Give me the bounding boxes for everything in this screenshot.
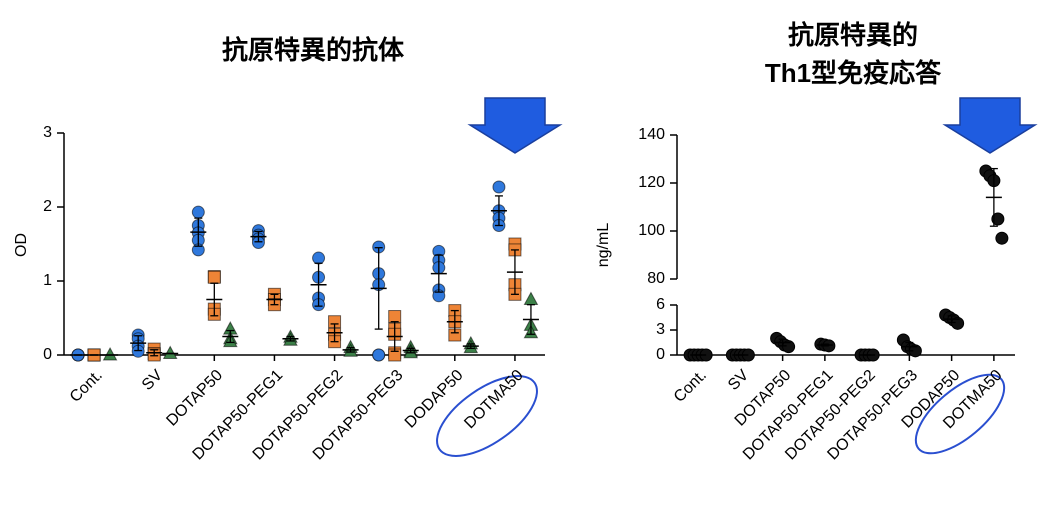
chart-title: 抗原特異的 (788, 20, 918, 50)
y-tick-label: 0 (43, 346, 52, 363)
y-tick-label: 140 (638, 126, 665, 143)
x-tick-label: Cont. (67, 367, 106, 406)
y-tick-label: 6 (656, 296, 665, 313)
x-tick-label: SV (725, 367, 752, 394)
x-tick-label: SV (139, 367, 166, 394)
y-axis-label: ng/mL (595, 223, 612, 268)
data-point (388, 310, 402, 324)
chart-title: Th1型免疫応答 (765, 58, 942, 88)
data-point (782, 340, 796, 354)
data-point (207, 270, 221, 284)
data-point (102, 346, 118, 361)
y-tick-label: 100 (638, 222, 665, 239)
data-point (951, 316, 965, 330)
y-tick-label: 120 (638, 174, 665, 191)
y-tick-label: 3 (656, 321, 665, 338)
highlight-ellipse (436, 375, 538, 457)
x-tick-label: DODAP50 (402, 367, 467, 432)
y-tick-label: 1 (43, 272, 52, 289)
y-tick-label: 80 (647, 270, 665, 287)
x-tick-label: Cont. (671, 367, 710, 406)
highlight-ellipse (914, 373, 1006, 455)
highlight-arrow (467, 97, 563, 154)
x-tick-label: DOTMA50 (461, 367, 527, 433)
data-point (162, 345, 178, 360)
x-tick-label: DOTAP50 (163, 367, 226, 430)
chart-title: 抗原特異的抗体 (222, 35, 405, 65)
data-point (523, 291, 539, 305)
highlight-arrow (942, 97, 1038, 154)
y-tick-label: 0 (656, 346, 665, 363)
data-point (991, 212, 1005, 226)
data-point (995, 231, 1009, 245)
data-point (191, 205, 205, 219)
y-tick-label: 2 (43, 198, 52, 215)
data-point (492, 180, 506, 194)
data-point (372, 348, 386, 362)
data-point (312, 251, 326, 265)
y-axis-label: OD (13, 233, 30, 257)
y-tick-label: 3 (43, 124, 52, 141)
